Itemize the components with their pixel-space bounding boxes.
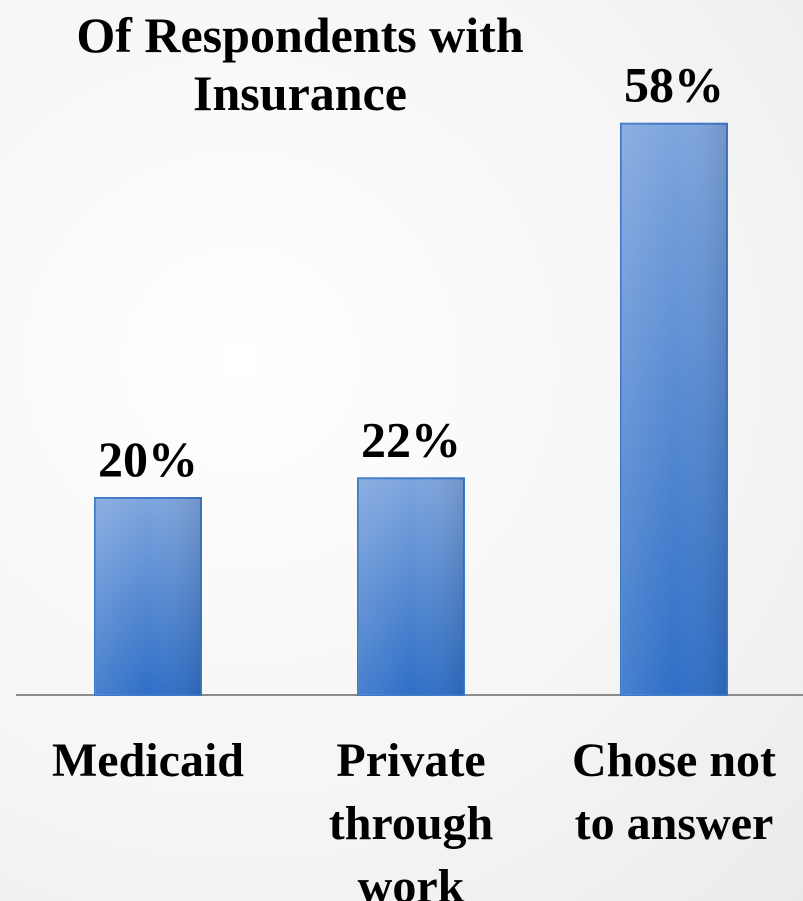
x-tick-label-line: Medicaid [52,734,244,787]
x-tick-label-line: work [358,860,465,901]
data-label: 20% [98,431,198,487]
x-tick-label-line: to answer [575,797,774,850]
x-tick-label-line: Private [336,734,485,787]
bar [621,124,727,695]
data-label: 22% [361,411,461,467]
x-tick-label: Private through work [329,734,494,901]
data-label: 58% [624,57,724,113]
x-tick-label: Medicaid [52,734,244,787]
bar-shading [358,478,464,695]
x-tick-label-line: Chose not [572,734,776,787]
bar-shading [95,498,201,695]
x-tick-label-line: through [329,797,494,850]
bar [95,498,201,695]
x-tick-label: Chose not to answer [572,734,776,850]
bar-shading [621,124,727,695]
bar [358,478,464,695]
